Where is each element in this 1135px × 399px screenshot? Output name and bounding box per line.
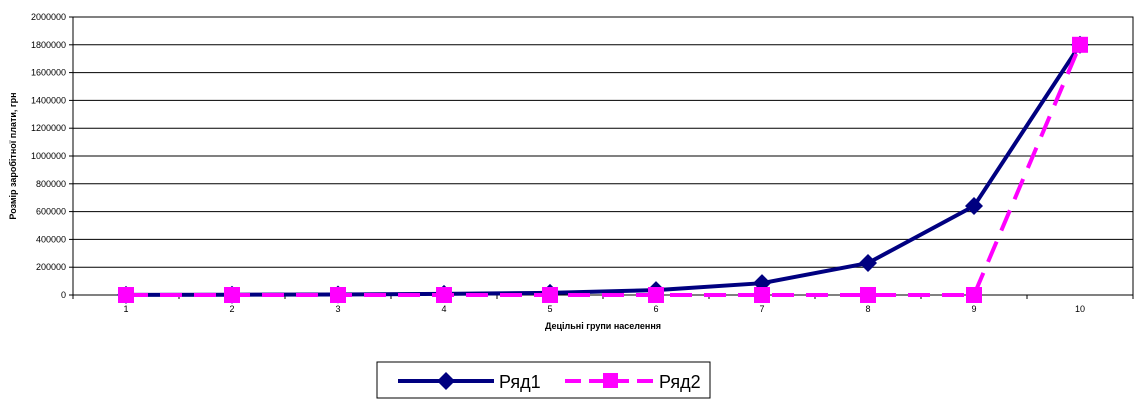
data-point-square: [1072, 36, 1088, 53]
data-point-square: [436, 287, 452, 303]
data-point-diamond: [965, 197, 983, 216]
data-point-square: [966, 287, 982, 303]
x-tick-label: 10: [1075, 304, 1085, 314]
x-axis-title: Децільні групи населення: [545, 321, 661, 331]
data-point-square: [754, 287, 770, 303]
data-point-square: [860, 287, 876, 303]
legend-label-series-1: Ряд1: [499, 372, 541, 392]
x-tick-label: 6: [653, 304, 658, 314]
y-tick-labels: 0 200000 400000 600000 800000 1000000 1200000 1…: [31, 12, 66, 300]
data-point-square: [542, 287, 558, 303]
y-tick-label: 1000000: [31, 151, 66, 161]
x-tick-label: 1: [123, 304, 128, 314]
y-axis-title: Розмір заробітної плати, грн: [8, 92, 18, 219]
data-point-square: [648, 287, 664, 303]
data-point-square: [118, 287, 134, 303]
legend: Ряд1 Ряд2: [376, 361, 711, 399]
series-line-1: [125, 43, 1082, 297]
x-tick-label: 2: [229, 304, 234, 314]
x-tick-label: 3: [335, 304, 340, 314]
x-tick-label: 7: [759, 304, 764, 314]
y-tick-label: 800000: [36, 179, 66, 189]
data-point-diamond: [859, 254, 877, 273]
data-point-square: [330, 287, 346, 303]
legend-marker-diamond-icon: [437, 372, 455, 390]
x-tick-label: 4: [441, 304, 446, 314]
x-tick-label: 8: [865, 304, 870, 314]
x-tick-label: 5: [547, 304, 552, 314]
y-tick-label: 200000: [36, 262, 66, 272]
legend-marker-square-icon: [603, 373, 618, 388]
data-point-square: [224, 287, 240, 303]
x-tick-labels: 1 2 3 4 5 6 7 8 9 10: [123, 304, 1085, 314]
y-tick-label: 1400000: [31, 95, 66, 105]
y-tick-label: 1200000: [31, 123, 66, 133]
y-tick-label: 1600000: [31, 68, 66, 78]
y-tick-label: 400000: [36, 234, 66, 244]
y-tick-label: 0: [61, 290, 66, 300]
series-line-2: [126, 44, 1082, 297]
series-layer: [117, 35, 1089, 304]
gridlines: [69, 16, 1133, 296]
y-tick-label: 2000000: [31, 12, 66, 22]
y-tick-label: 600000: [36, 207, 66, 217]
legend-label-series-2: Ряд2: [659, 372, 701, 392]
x-tick-label: 9: [971, 304, 976, 314]
y-tick-label: 1800000: [31, 40, 66, 50]
